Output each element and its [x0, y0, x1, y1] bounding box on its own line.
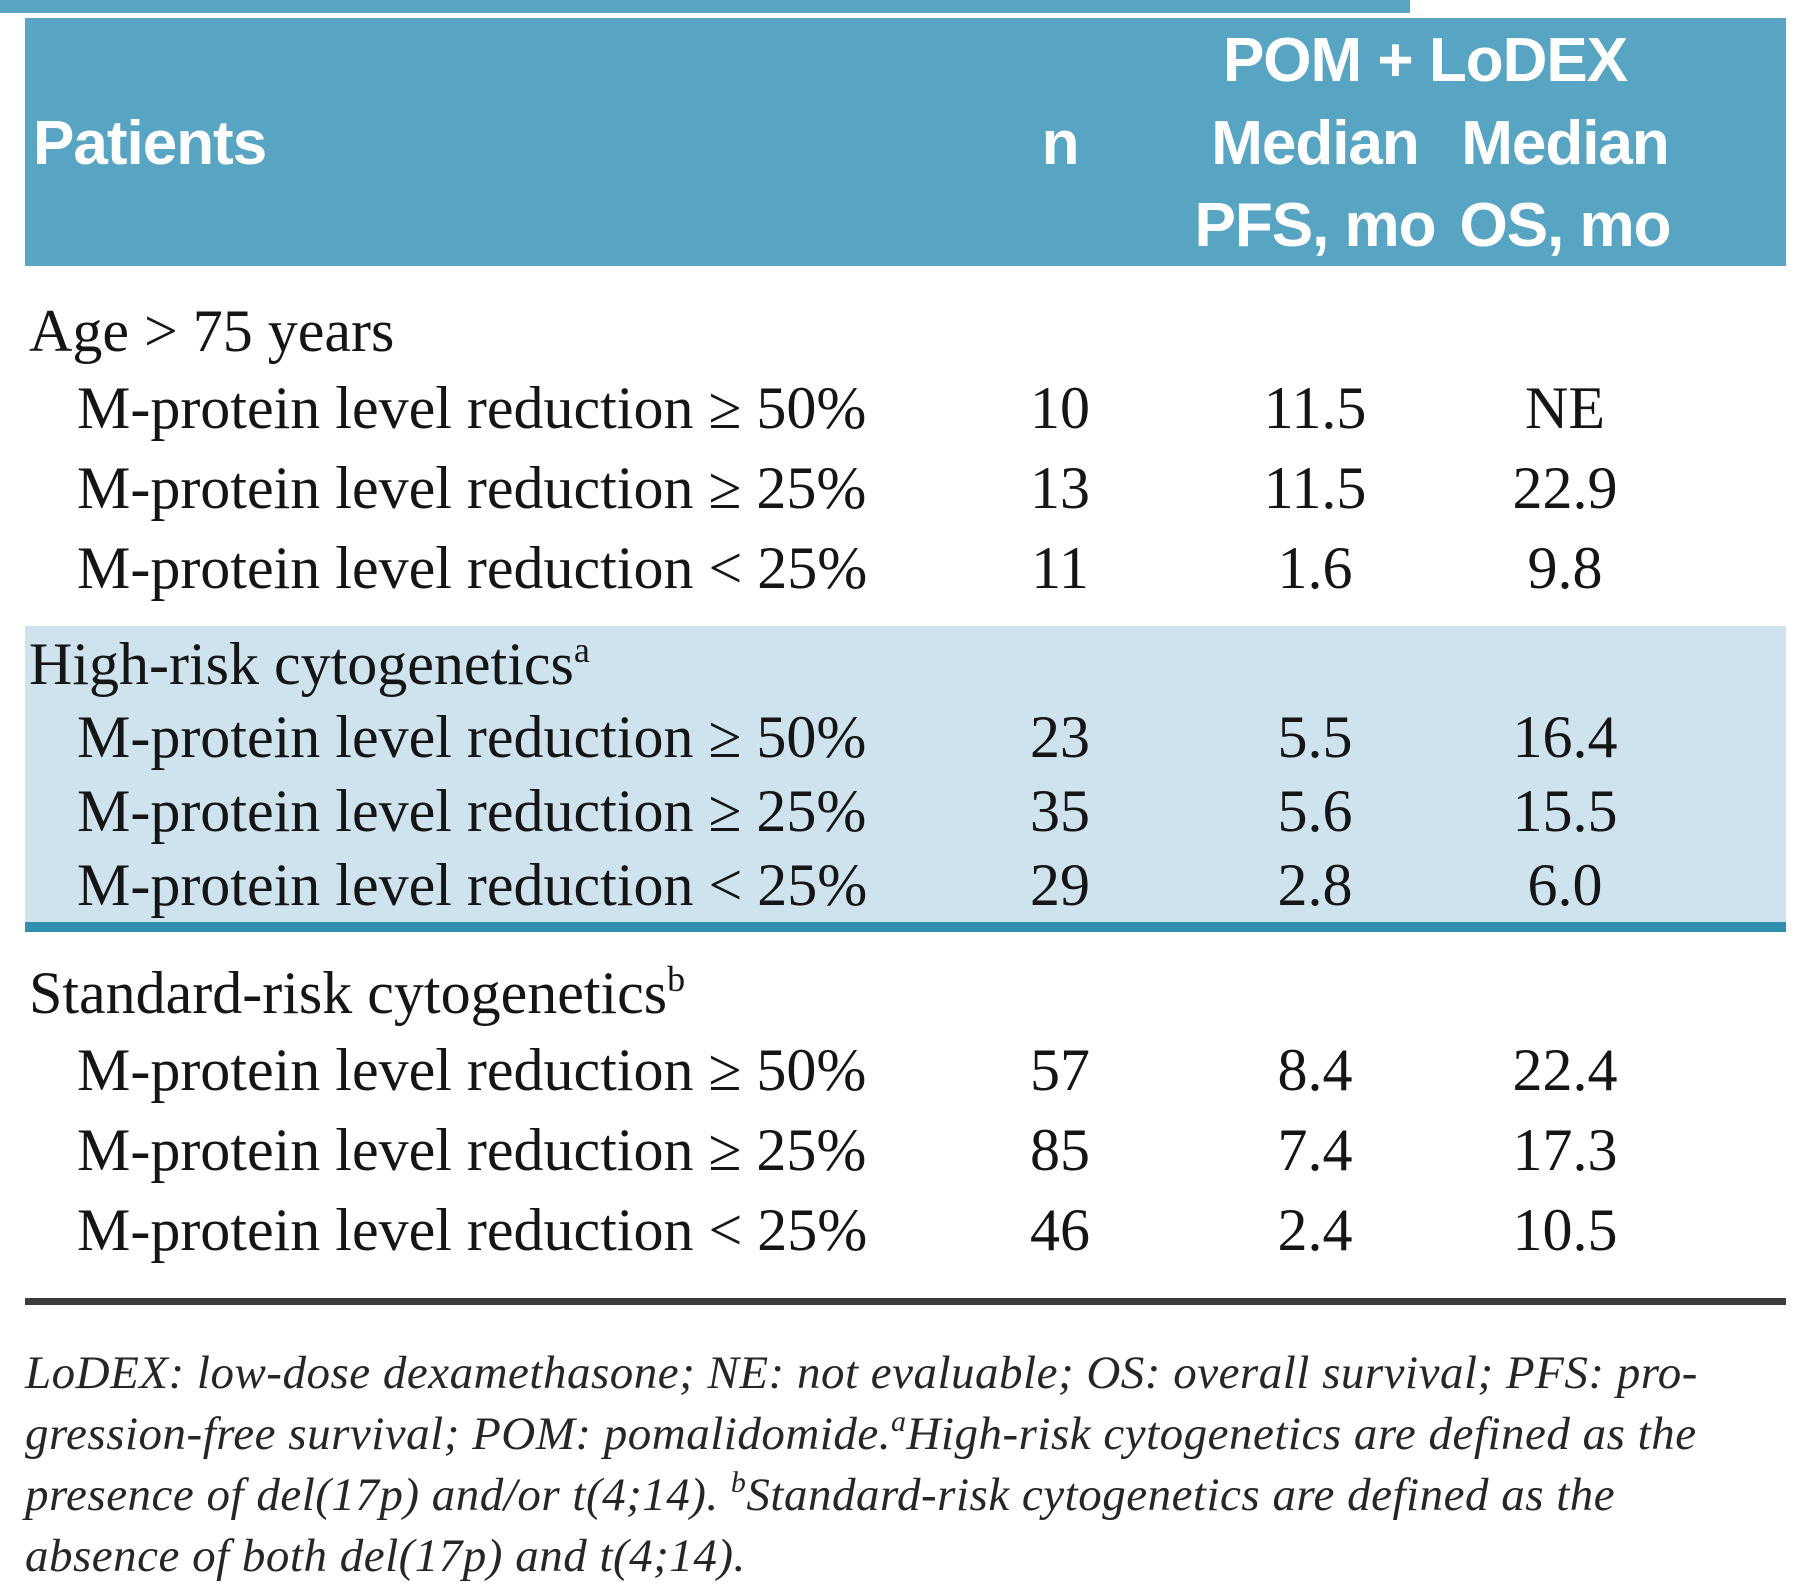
cell-os: NE — [1525, 374, 1605, 441]
section-label: Standard-risk cytogeneticsb — [25, 959, 1786, 1028]
header-col-pfs-unit: PFS, mo — [1194, 190, 1436, 260]
cell-os: 17.3 — [1512, 1116, 1618, 1183]
teal-divider-line — [25, 922, 1786, 932]
section-superscript: a — [573, 629, 590, 670]
cell-pfs: 2.8 — [1277, 851, 1353, 918]
cell-pfs: 5.5 — [1277, 703, 1353, 770]
footnote-line: gression-free survival; POM: pomalidomid… — [25, 1404, 1786, 1465]
table-header: POM + LoDEX Patients n Median Median PFS… — [25, 18, 1786, 266]
table-row: M-protein level reduction ≥ 50% 23 5.5 1… — [25, 700, 1786, 774]
section-standard-risk-cytogenetics: Standard-risk cytogeneticsb M-protein le… — [25, 932, 1786, 1270]
cell-n: 23 — [1030, 703, 1090, 770]
header-col-os-unit: OS, mo — [1459, 190, 1671, 260]
cell-pfs: 5.6 — [1277, 777, 1353, 844]
section-age-over-75: Age > 75 years M-protein level reduction… — [25, 266, 1786, 626]
row-label: M-protein level reduction < 25% — [77, 534, 868, 601]
footnote-text: LoDEX: low-dose dexamethasone; NE: not e… — [25, 1347, 1698, 1399]
table-row: M-protein level reduction ≥ 25% 13 11.5 … — [25, 448, 1786, 528]
footnote-superscript: b — [730, 1466, 747, 1499]
row-label: M-protein level reduction ≥ 25% — [77, 1116, 867, 1183]
top-edge-strip — [0, 0, 1410, 13]
cell-pfs: 1.6 — [1277, 534, 1353, 601]
footnote-superscript: a — [890, 1405, 907, 1438]
cell-n: 10 — [1030, 374, 1090, 441]
section-label-row: Standard-risk cytogeneticsb — [25, 956, 1786, 1030]
table-row: M-protein level reduction ≥ 25% 35 5.6 1… — [25, 774, 1786, 848]
header-col-median-pfs: Median — [1211, 108, 1420, 178]
cell-os: 9.8 — [1527, 534, 1603, 601]
cell-n: 29 — [1030, 851, 1090, 918]
footnote-separator-rule — [25, 1298, 1786, 1305]
section-label-text: High-risk cytogenetics — [29, 630, 574, 697]
footnote-text: presence of del(17p) and/or t(4;14). — [25, 1469, 731, 1521]
section-label: Age > 75 years — [25, 297, 1786, 366]
table-row: M-protein level reduction < 25% 11 1.6 9… — [25, 528, 1786, 608]
table-row: M-protein level reduction ≥ 50% 10 11.5 … — [25, 368, 1786, 448]
cell-os: 10.5 — [1512, 1196, 1618, 1263]
outcomes-table: POM + LoDEX Patients n Median Median PFS… — [25, 18, 1786, 1587]
footnote-line: presence of del(17p) and/or t(4;14). bSt… — [25, 1465, 1786, 1526]
cell-n: 11 — [1031, 534, 1089, 601]
cell-pfs: 8.4 — [1277, 1036, 1353, 1103]
table-row: M-protein level reduction ≥ 50% 57 8.4 2… — [25, 1030, 1786, 1110]
section-superscript: b — [667, 958, 686, 999]
section-label-row: Age > 75 years — [25, 294, 1786, 368]
cell-os: 16.4 — [1512, 703, 1618, 770]
cell-pfs: 7.4 — [1277, 1116, 1353, 1183]
row-label: M-protein level reduction ≥ 50% — [77, 374, 867, 441]
table-row: M-protein level reduction < 25% 46 2.4 1… — [25, 1190, 1786, 1270]
row-label: M-protein level reduction < 25% — [77, 851, 868, 918]
cell-os: 15.5 — [1512, 777, 1618, 844]
cell-n: 46 — [1030, 1196, 1090, 1263]
table-row: M-protein level reduction ≥ 25% 85 7.4 1… — [25, 1110, 1786, 1190]
section-label: High-risk cytogeneticsa — [25, 630, 1786, 699]
cell-os: 6.0 — [1527, 851, 1603, 918]
cell-pfs: 11.5 — [1263, 374, 1367, 441]
footnote: LoDEX: low-dose dexamethasone; NE: not e… — [25, 1343, 1786, 1587]
cell-pfs: 2.4 — [1277, 1196, 1353, 1263]
row-label: M-protein level reduction < 25% — [77, 1196, 868, 1263]
header-col-n: n — [1041, 108, 1080, 178]
cell-os: 22.9 — [1512, 454, 1618, 521]
footnote-text: gression-free survival; POM: pomalidomid… — [25, 1408, 891, 1460]
cell-n: 35 — [1030, 777, 1090, 844]
section-label-row: High-risk cytogeneticsa — [25, 628, 1786, 700]
row-label: M-protein level reduction ≥ 25% — [77, 777, 867, 844]
cell-n: 85 — [1030, 1116, 1090, 1183]
footnote-line: LoDEX: low-dose dexamethasone; NE: not e… — [25, 1343, 1786, 1404]
cell-os: 22.4 — [1512, 1036, 1618, 1103]
table-row: M-protein level reduction < 25% 29 2.8 6… — [25, 848, 1786, 922]
cell-n: 57 — [1030, 1036, 1090, 1103]
section-label-text: Age > 75 years — [29, 297, 395, 364]
footnote-text: High-risk cytogenetics are defined as th… — [906, 1408, 1697, 1460]
footnote-text: Standard-risk cytogenetics are defined a… — [746, 1469, 1616, 1521]
header-col-patients: Patients — [33, 108, 267, 178]
footnote-text: absence of both del(17p) and t(4;14). — [25, 1530, 746, 1582]
header-col-median-os: Median — [1461, 108, 1670, 178]
footnote-line: absence of both del(17p) and t(4;14). — [25, 1526, 1786, 1587]
section-high-risk-cytogenetics: High-risk cytogeneticsa M-protein level … — [25, 626, 1786, 922]
row-label: M-protein level reduction ≥ 50% — [77, 1036, 867, 1103]
cell-pfs: 11.5 — [1263, 454, 1367, 521]
section-label-text: Standard-risk cytogenetics — [29, 959, 668, 1026]
row-label: M-protein level reduction ≥ 50% — [77, 703, 867, 770]
row-label: M-protein level reduction ≥ 25% — [77, 454, 867, 521]
cell-n: 13 — [1030, 454, 1090, 521]
header-group-pom-lodex: POM + LoDEX — [1222, 25, 1628, 95]
